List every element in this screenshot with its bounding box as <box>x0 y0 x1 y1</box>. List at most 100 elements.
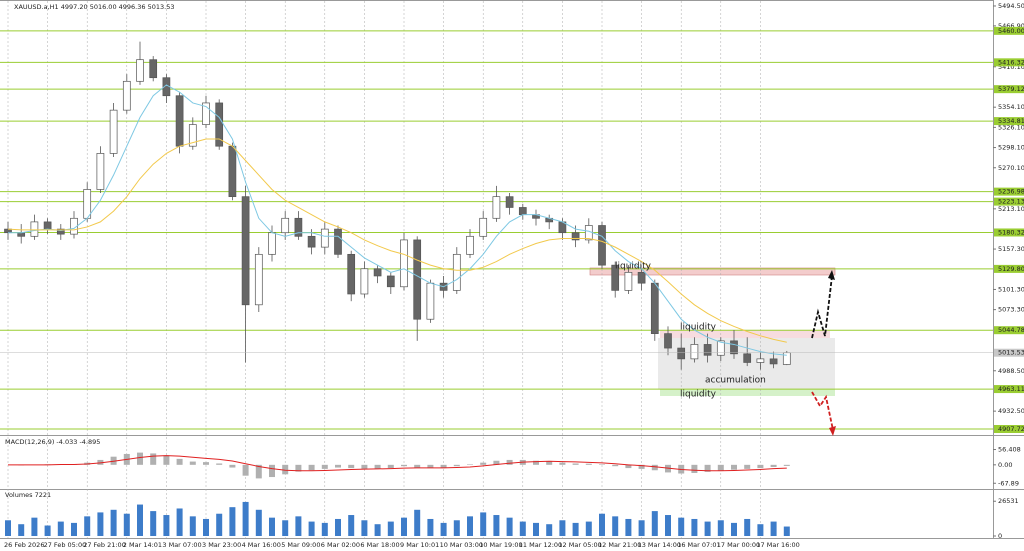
volume-bar <box>5 520 11 536</box>
histogram-bar <box>216 463 223 465</box>
x-tick-label: 6 Mar 02:00 <box>321 541 360 549</box>
volume-bar <box>203 518 209 536</box>
histogram-bar <box>361 464 368 469</box>
candle-body <box>730 340 738 355</box>
y-tick-label: 0 <box>998 532 1002 540</box>
volume-bar <box>770 521 777 536</box>
candle-body <box>109 109 118 154</box>
histogram-bar <box>467 464 473 465</box>
down-arrow <box>811 391 834 431</box>
level-label-bg <box>994 187 1024 196</box>
histogram-bar <box>731 464 737 470</box>
x-tick-label: 10 Mar 03:00 <box>440 541 483 549</box>
candle-body <box>175 95 184 147</box>
zones <box>589 267 836 396</box>
candle-body <box>611 264 620 291</box>
candle-body <box>188 124 197 147</box>
volume-bar <box>137 504 143 536</box>
level-label-bg <box>994 26 1024 35</box>
histogram-bar <box>348 464 355 469</box>
histogram-bar <box>242 464 249 476</box>
x-tick-label: 12 Mar 21:00 <box>598 541 641 549</box>
candle-body <box>426 282 435 320</box>
volume-bar <box>57 521 64 536</box>
volume-bar <box>269 517 275 536</box>
histogram-bar <box>295 464 302 472</box>
volume-bar <box>255 509 262 536</box>
histogram-bar <box>572 463 579 465</box>
volume-bar <box>704 521 711 536</box>
histogram-bar <box>691 464 698 473</box>
histogram-bar <box>189 461 196 465</box>
volume-bar <box>308 521 315 536</box>
volume-bar <box>440 522 447 536</box>
volume-bar <box>18 524 25 536</box>
x-tick-label: 4 Mar 16:00 <box>242 541 281 549</box>
volume-bar <box>242 501 249 536</box>
histogram-bar <box>269 464 275 478</box>
candle-body <box>96 153 105 190</box>
histogram-bar <box>783 464 790 466</box>
y-tick-label: 5354.10 <box>998 103 1024 111</box>
x-tick-label: 3 Mar 23:00 <box>202 541 241 549</box>
y-tick-label: 0.00 <box>998 461 1012 469</box>
y-tick-label: 5213.10 <box>998 205 1024 213</box>
histogram-bar <box>229 464 236 468</box>
volume-bar <box>84 516 91 536</box>
annotation: liquidity <box>680 390 717 400</box>
arrows <box>811 270 836 436</box>
histogram-bar <box>335 464 341 468</box>
volume-bar <box>651 511 658 536</box>
volume-bar <box>401 517 407 536</box>
volume-bar <box>335 518 341 536</box>
candle-body <box>373 268 382 277</box>
candle-body <box>254 253 263 306</box>
candle-body <box>756 358 765 363</box>
candle-body <box>571 232 580 241</box>
y-tick-label: 5466.90 <box>998 22 1024 30</box>
candle-body <box>83 189 92 219</box>
candle-body <box>149 59 158 79</box>
candle-body <box>30 221 39 237</box>
accumulation-zone <box>658 338 835 389</box>
level-label: 5223.13 <box>998 198 1024 206</box>
y-tick-label: 26531 <box>998 497 1019 505</box>
line <box>8 455 787 472</box>
candle-body <box>492 196 501 219</box>
histogram-bar <box>255 464 262 479</box>
level-label-bg <box>994 425 1024 434</box>
volume-bar <box>427 518 434 536</box>
x-tick-label: 2 Mar 14:01 <box>123 541 162 549</box>
volume-bar <box>480 512 487 536</box>
histogram-bar <box>665 464 671 473</box>
volume-bar <box>612 516 619 536</box>
volume-bar <box>625 518 632 536</box>
candle-body <box>43 221 52 230</box>
candle-body <box>320 228 329 248</box>
chart-title: XAUUSD.a,H1 4997.20 5016.00 4996.36 5013… <box>14 3 174 11</box>
volume-bar <box>519 521 526 536</box>
histogram-bar <box>137 452 143 465</box>
level-label: 5334.81 <box>998 117 1024 125</box>
volume-bar <box>348 515 355 536</box>
last-price-label: 5013.53 <box>998 349 1024 357</box>
volume-bar <box>361 520 368 536</box>
volume-bar <box>414 509 421 536</box>
last-price-bg <box>994 348 1024 357</box>
candle-body <box>17 232 26 237</box>
candle-body <box>769 358 778 365</box>
level-label-bg <box>994 264 1024 273</box>
histogram-bar <box>308 464 315 471</box>
candle-body <box>241 196 250 306</box>
level-label: 4907.72 <box>998 425 1024 433</box>
y-tick-label: 5157.30 <box>998 245 1024 253</box>
x-tick-label: 10 Mar 19:00 <box>479 541 522 549</box>
candle-body <box>56 228 65 235</box>
volume-bar <box>638 520 645 536</box>
axes <box>0 0 1024 539</box>
histogram-bar <box>533 460 539 465</box>
volume-bar <box>110 509 117 536</box>
x-tick-label: 17 Mar 16:00 <box>756 541 799 549</box>
